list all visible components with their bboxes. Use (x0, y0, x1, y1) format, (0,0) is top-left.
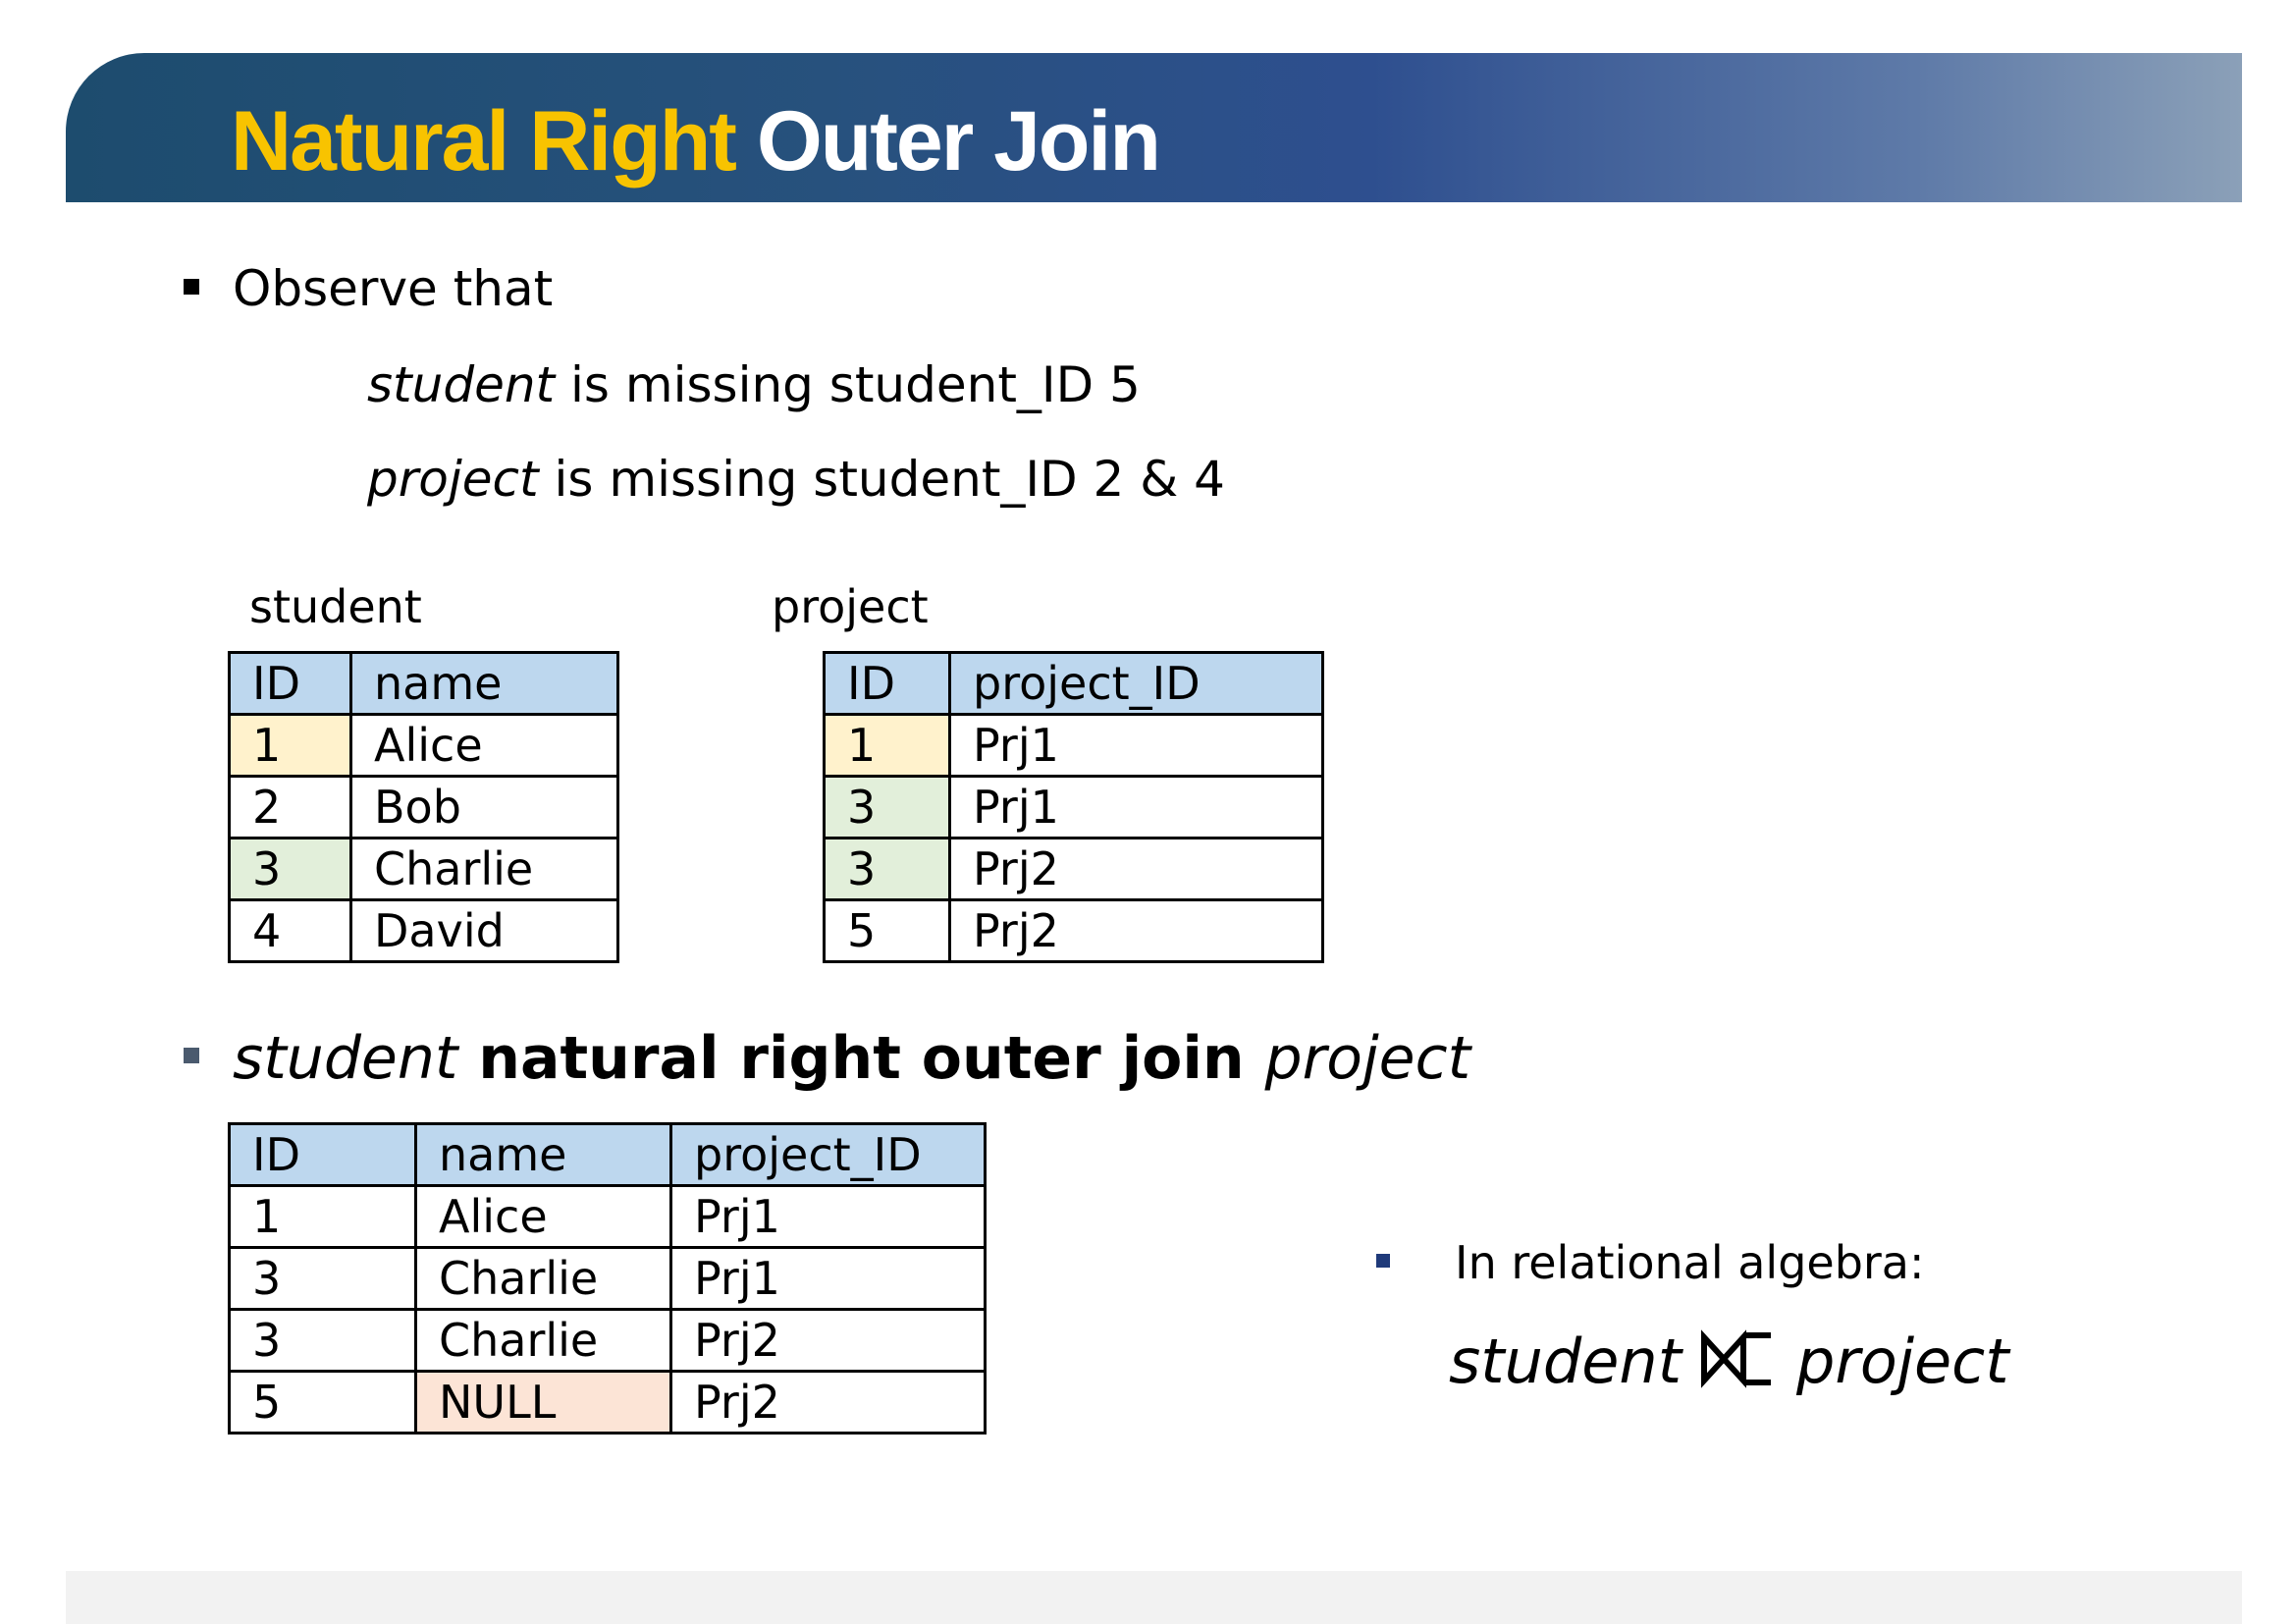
table-cell: Alice (349, 713, 619, 778)
table-cell: 2 (228, 775, 352, 839)
table-header-row: ID name project_ID (228, 1122, 987, 1187)
right-outer-join-symbol-icon (1701, 1329, 1771, 1388)
table-cell: 3 (228, 1246, 417, 1311)
table-cell: 3 (823, 837, 951, 901)
result-table: ID name project_ID 1 Alice Prj1 3 Charli… (228, 1122, 987, 1435)
table-row: 1 Alice (228, 713, 619, 778)
table-cell: Charlie (414, 1246, 672, 1311)
table-cell: 3 (823, 775, 951, 839)
table-cell: Prj2 (669, 1308, 987, 1373)
table-row: 1 Alice Prj1 (228, 1184, 987, 1249)
table-row: 1 Prj1 (823, 713, 1324, 778)
algebra-bullet-text: In relational algebra: (1455, 1236, 1925, 1289)
table-cell-null: NULL (414, 1370, 672, 1435)
header-cell: ID (228, 1122, 417, 1187)
table-row: 3 Prj2 (823, 837, 1324, 901)
header-cell: name (349, 651, 619, 716)
table-cell: Prj1 (669, 1246, 987, 1311)
observe-line-1-rel: student (367, 356, 556, 413)
observe-line-2-rel: project (367, 451, 539, 508)
table-cell: 1 (228, 1184, 417, 1249)
join-heading: student natural right outer join project (233, 1023, 1470, 1094)
table-cell: 3 (228, 837, 352, 901)
slide-title: Natural Right Outer Join (231, 86, 1161, 196)
observe-line-1: student is missing student_ID 5 (367, 355, 1141, 414)
header-cell: ID (823, 651, 951, 716)
header-cell: project_ID (948, 651, 1324, 716)
title-part-rest: Outer Join (756, 94, 1161, 189)
table-cell: Alice (414, 1184, 672, 1249)
table-header-row: ID project_ID (823, 651, 1324, 716)
table-row: 5 Prj2 (823, 898, 1324, 963)
table-header-row: ID name (228, 651, 619, 716)
project-table-caption: project (772, 580, 929, 633)
title-part-highlight: Natural Right (231, 94, 737, 189)
student-table: ID name 1 Alice 2 Bob 3 Charlie 4 David (228, 651, 619, 963)
join-heading-left: student (233, 1024, 458, 1093)
algebra-left-rel: student (1449, 1326, 1682, 1397)
project-table: ID project_ID 1 Prj1 3 Prj1 3 Prj2 5 Prj… (823, 651, 1324, 963)
header-cell: project_ID (669, 1122, 987, 1187)
table-cell: Prj1 (948, 713, 1324, 778)
observe-line-1-text: is missing student_ID 5 (555, 356, 1141, 413)
table-cell: 1 (228, 713, 352, 778)
table-row: 4 David (228, 898, 619, 963)
bullet-square-icon (184, 279, 199, 295)
table-cell: Prj1 (948, 775, 1324, 839)
algebra-right-rel: project (1796, 1326, 2009, 1397)
title-bar (66, 53, 2242, 202)
table-cell: 5 (823, 898, 951, 963)
table-row: 3 Charlie (228, 837, 619, 901)
table-cell: 3 (228, 1308, 417, 1373)
bullet-square-icon (1376, 1254, 1390, 1268)
table-cell: 1 (823, 713, 951, 778)
observe-line-2-text: is missing student_ID 2 & 4 (538, 451, 1225, 508)
table-row: 3 Prj1 (823, 775, 1324, 839)
table-cell: Charlie (414, 1308, 672, 1373)
header-cell: name (414, 1122, 672, 1187)
table-cell: David (349, 898, 619, 963)
bullet-square-icon (184, 1048, 199, 1063)
join-heading-right: project (1264, 1024, 1471, 1093)
student-table-caption: student (249, 580, 422, 633)
join-heading-middle: natural right outer join (457, 1024, 1265, 1093)
table-cell: 5 (228, 1370, 417, 1435)
table-row: 3 Charlie Prj1 (228, 1246, 987, 1311)
table-cell: Prj1 (669, 1184, 987, 1249)
table-cell: 4 (228, 898, 352, 963)
footer-bar (66, 1571, 2242, 1624)
table-row: 3 Charlie Prj2 (228, 1308, 987, 1373)
table-cell: Bob (349, 775, 619, 839)
table-cell: Prj2 (669, 1370, 987, 1435)
observe-bullet-text: Observe that (233, 260, 554, 317)
observe-line-2: project is missing student_ID 2 & 4 (367, 450, 1225, 509)
table-row: 2 Bob (228, 775, 619, 839)
table-row: 5 NULL Prj2 (228, 1370, 987, 1435)
header-cell: ID (228, 651, 352, 716)
table-cell: Prj2 (948, 837, 1324, 901)
table-cell: Charlie (349, 837, 619, 901)
table-cell: Prj2 (948, 898, 1324, 963)
